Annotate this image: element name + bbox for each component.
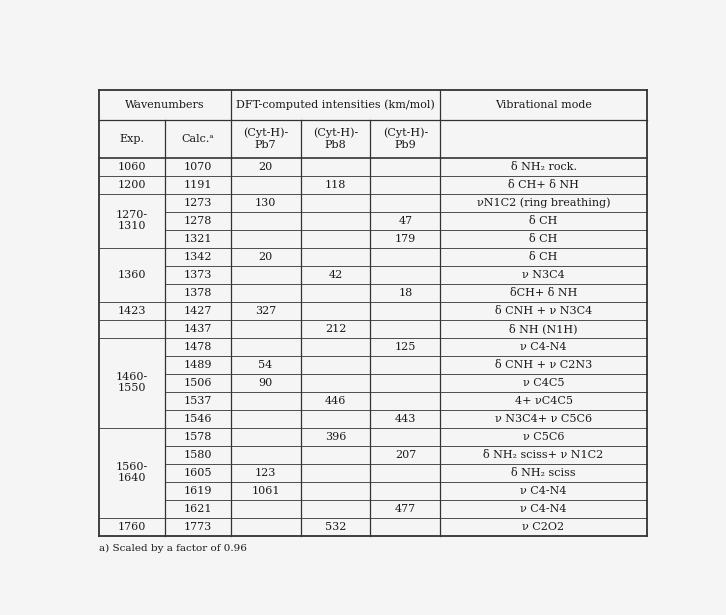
- Text: 1578: 1578: [184, 432, 212, 442]
- Text: δ NH₂ sciss: δ NH₂ sciss: [511, 467, 576, 477]
- Text: 130: 130: [255, 197, 277, 208]
- Text: 1378: 1378: [184, 288, 212, 298]
- Text: νN1C2 (ring breathing): νN1C2 (ring breathing): [477, 197, 611, 208]
- Text: δ CNH + ν N3C4: δ CNH + ν N3C4: [495, 306, 592, 315]
- Text: δ CNH + ν C2N3: δ CNH + ν C2N3: [495, 360, 592, 370]
- Text: 396: 396: [325, 432, 346, 442]
- Text: δ CH: δ CH: [529, 252, 558, 261]
- Text: 1580: 1580: [184, 450, 212, 459]
- Text: (Cyt-H)-
Pb9: (Cyt-H)- Pb9: [383, 127, 428, 150]
- Text: 1506: 1506: [184, 378, 212, 387]
- Text: 42: 42: [328, 269, 343, 280]
- Text: 118: 118: [325, 180, 346, 189]
- Text: 532: 532: [325, 522, 346, 531]
- Text: 477: 477: [395, 504, 416, 514]
- Text: ν C5C6: ν C5C6: [523, 432, 564, 442]
- Text: δ CH: δ CH: [529, 234, 558, 244]
- Text: 212: 212: [325, 323, 346, 333]
- Text: Vibrational mode: Vibrational mode: [495, 100, 592, 110]
- Text: 1605: 1605: [184, 467, 212, 477]
- Text: 1200: 1200: [118, 180, 146, 189]
- Text: 1321: 1321: [184, 234, 212, 244]
- Text: δCH+ δ NH: δCH+ δ NH: [510, 288, 577, 298]
- Text: δ NH₂ sciss+ ν N1C2: δ NH₂ sciss+ ν N1C2: [484, 450, 603, 459]
- Text: 207: 207: [395, 450, 416, 459]
- Text: 1427: 1427: [184, 306, 212, 315]
- Text: 1373: 1373: [184, 269, 212, 280]
- Text: 1342: 1342: [184, 252, 212, 261]
- Text: DFT-computed intensities (km/mol): DFT-computed intensities (km/mol): [236, 100, 435, 110]
- Text: 1560-
1640: 1560- 1640: [116, 462, 148, 483]
- Text: 54: 54: [258, 360, 273, 370]
- Text: 1437: 1437: [184, 323, 212, 333]
- Text: 1061: 1061: [251, 485, 280, 496]
- Text: ν C4C5: ν C4C5: [523, 378, 564, 387]
- Text: 123: 123: [255, 467, 277, 477]
- Text: Exp.: Exp.: [120, 133, 144, 144]
- Text: 20: 20: [258, 252, 273, 261]
- Text: 1191: 1191: [184, 180, 212, 189]
- Text: 443: 443: [395, 413, 416, 424]
- Text: 1070: 1070: [184, 162, 212, 172]
- Text: δ CH: δ CH: [529, 216, 558, 226]
- Text: (Cyt-H)-
Pb8: (Cyt-H)- Pb8: [313, 127, 358, 150]
- Text: 20: 20: [258, 162, 273, 172]
- Text: 1478: 1478: [184, 341, 212, 352]
- Text: δ CH+ δ NH: δ CH+ δ NH: [508, 180, 579, 189]
- Text: ν N3C4+ ν C5C6: ν N3C4+ ν C5C6: [495, 413, 592, 424]
- Text: 327: 327: [255, 306, 276, 315]
- Text: ν C2O2: ν C2O2: [523, 522, 565, 531]
- Text: 1489: 1489: [184, 360, 212, 370]
- Text: 90: 90: [258, 378, 273, 387]
- Text: 1060: 1060: [118, 162, 146, 172]
- Text: 1546: 1546: [184, 413, 212, 424]
- Text: ν C4-N4: ν C4-N4: [521, 485, 567, 496]
- Text: 1278: 1278: [184, 216, 212, 226]
- Text: 1621: 1621: [184, 504, 212, 514]
- Text: 1760: 1760: [118, 522, 146, 531]
- Text: 446: 446: [325, 395, 346, 405]
- Text: 4+ νC4C5: 4+ νC4C5: [515, 395, 573, 405]
- Text: 1270-
1310: 1270- 1310: [116, 210, 148, 231]
- Text: 1619: 1619: [184, 485, 212, 496]
- Text: ν C4-N4: ν C4-N4: [521, 504, 567, 514]
- Text: ν N3C4: ν N3C4: [522, 269, 565, 280]
- Text: 1773: 1773: [184, 522, 212, 531]
- Text: (Cyt-H)-
Pb7: (Cyt-H)- Pb7: [243, 127, 288, 150]
- Text: 1423: 1423: [118, 306, 146, 315]
- Text: 1537: 1537: [184, 395, 212, 405]
- Text: a) Scaled by a factor of 0.96: a) Scaled by a factor of 0.96: [99, 544, 247, 553]
- Text: Calc.ᵃ: Calc.ᵃ: [182, 133, 214, 144]
- Text: 1460-
1550: 1460- 1550: [116, 371, 148, 394]
- Text: 1360: 1360: [118, 269, 146, 280]
- Text: 179: 179: [395, 234, 416, 244]
- Text: δ NH₂ rock.: δ NH₂ rock.: [510, 162, 576, 172]
- Text: 18: 18: [399, 288, 412, 298]
- Text: 47: 47: [399, 216, 412, 226]
- Text: 1273: 1273: [184, 197, 212, 208]
- Text: 125: 125: [395, 341, 416, 352]
- Text: Wavenumbers: Wavenumbers: [125, 100, 205, 110]
- Text: ν C4-N4: ν C4-N4: [521, 341, 567, 352]
- Text: δ NH (N1H): δ NH (N1H): [510, 323, 578, 334]
